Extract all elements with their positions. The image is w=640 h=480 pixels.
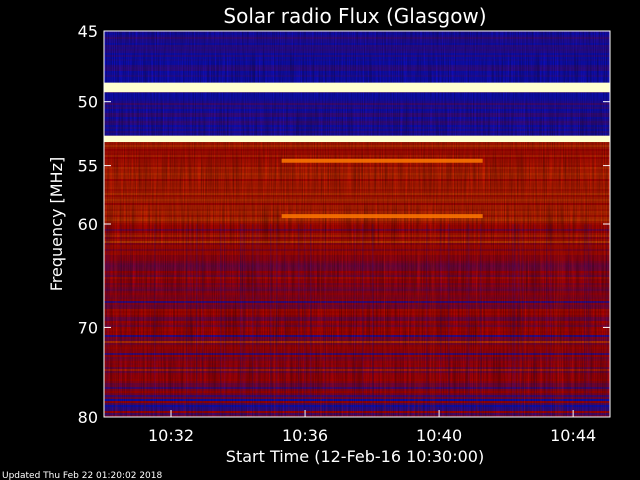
y-tick-label: 50 xyxy=(78,93,98,112)
feature-layer xyxy=(104,82,610,219)
x-tick-label: 10:40 xyxy=(416,426,462,445)
emission-feature xyxy=(281,158,483,163)
x-tick-label: 10:44 xyxy=(550,426,596,445)
rfi-band xyxy=(104,82,610,93)
x-tick-label: 10:32 xyxy=(148,426,194,445)
y-tick-label: 70 xyxy=(78,318,98,337)
rfi-band xyxy=(104,135,610,143)
x-tick-label: 10:36 xyxy=(282,426,328,445)
y-tick-label: 45 xyxy=(78,22,98,41)
updated-timestamp: Updated Thu Feb 22 01:20:02 2018 xyxy=(2,471,163,480)
x-axis: 10:32 10:36 10:40 10:44 xyxy=(148,410,596,445)
chart-title: Solar radio Flux (Glasgow) xyxy=(223,4,486,28)
y-tick-label: 60 xyxy=(78,215,98,234)
y-axis-label: Frequency [MHz] xyxy=(47,157,66,291)
x-axis-label: Start Time (12-Feb-16 10:30:00) xyxy=(226,447,484,466)
y-tick-label: 80 xyxy=(78,408,98,427)
y-axis: 45 50 55 60 70 80 xyxy=(78,22,610,427)
emission-feature xyxy=(281,214,483,219)
texture-overlay xyxy=(104,31,610,417)
y-tick-label: 55 xyxy=(78,157,98,176)
